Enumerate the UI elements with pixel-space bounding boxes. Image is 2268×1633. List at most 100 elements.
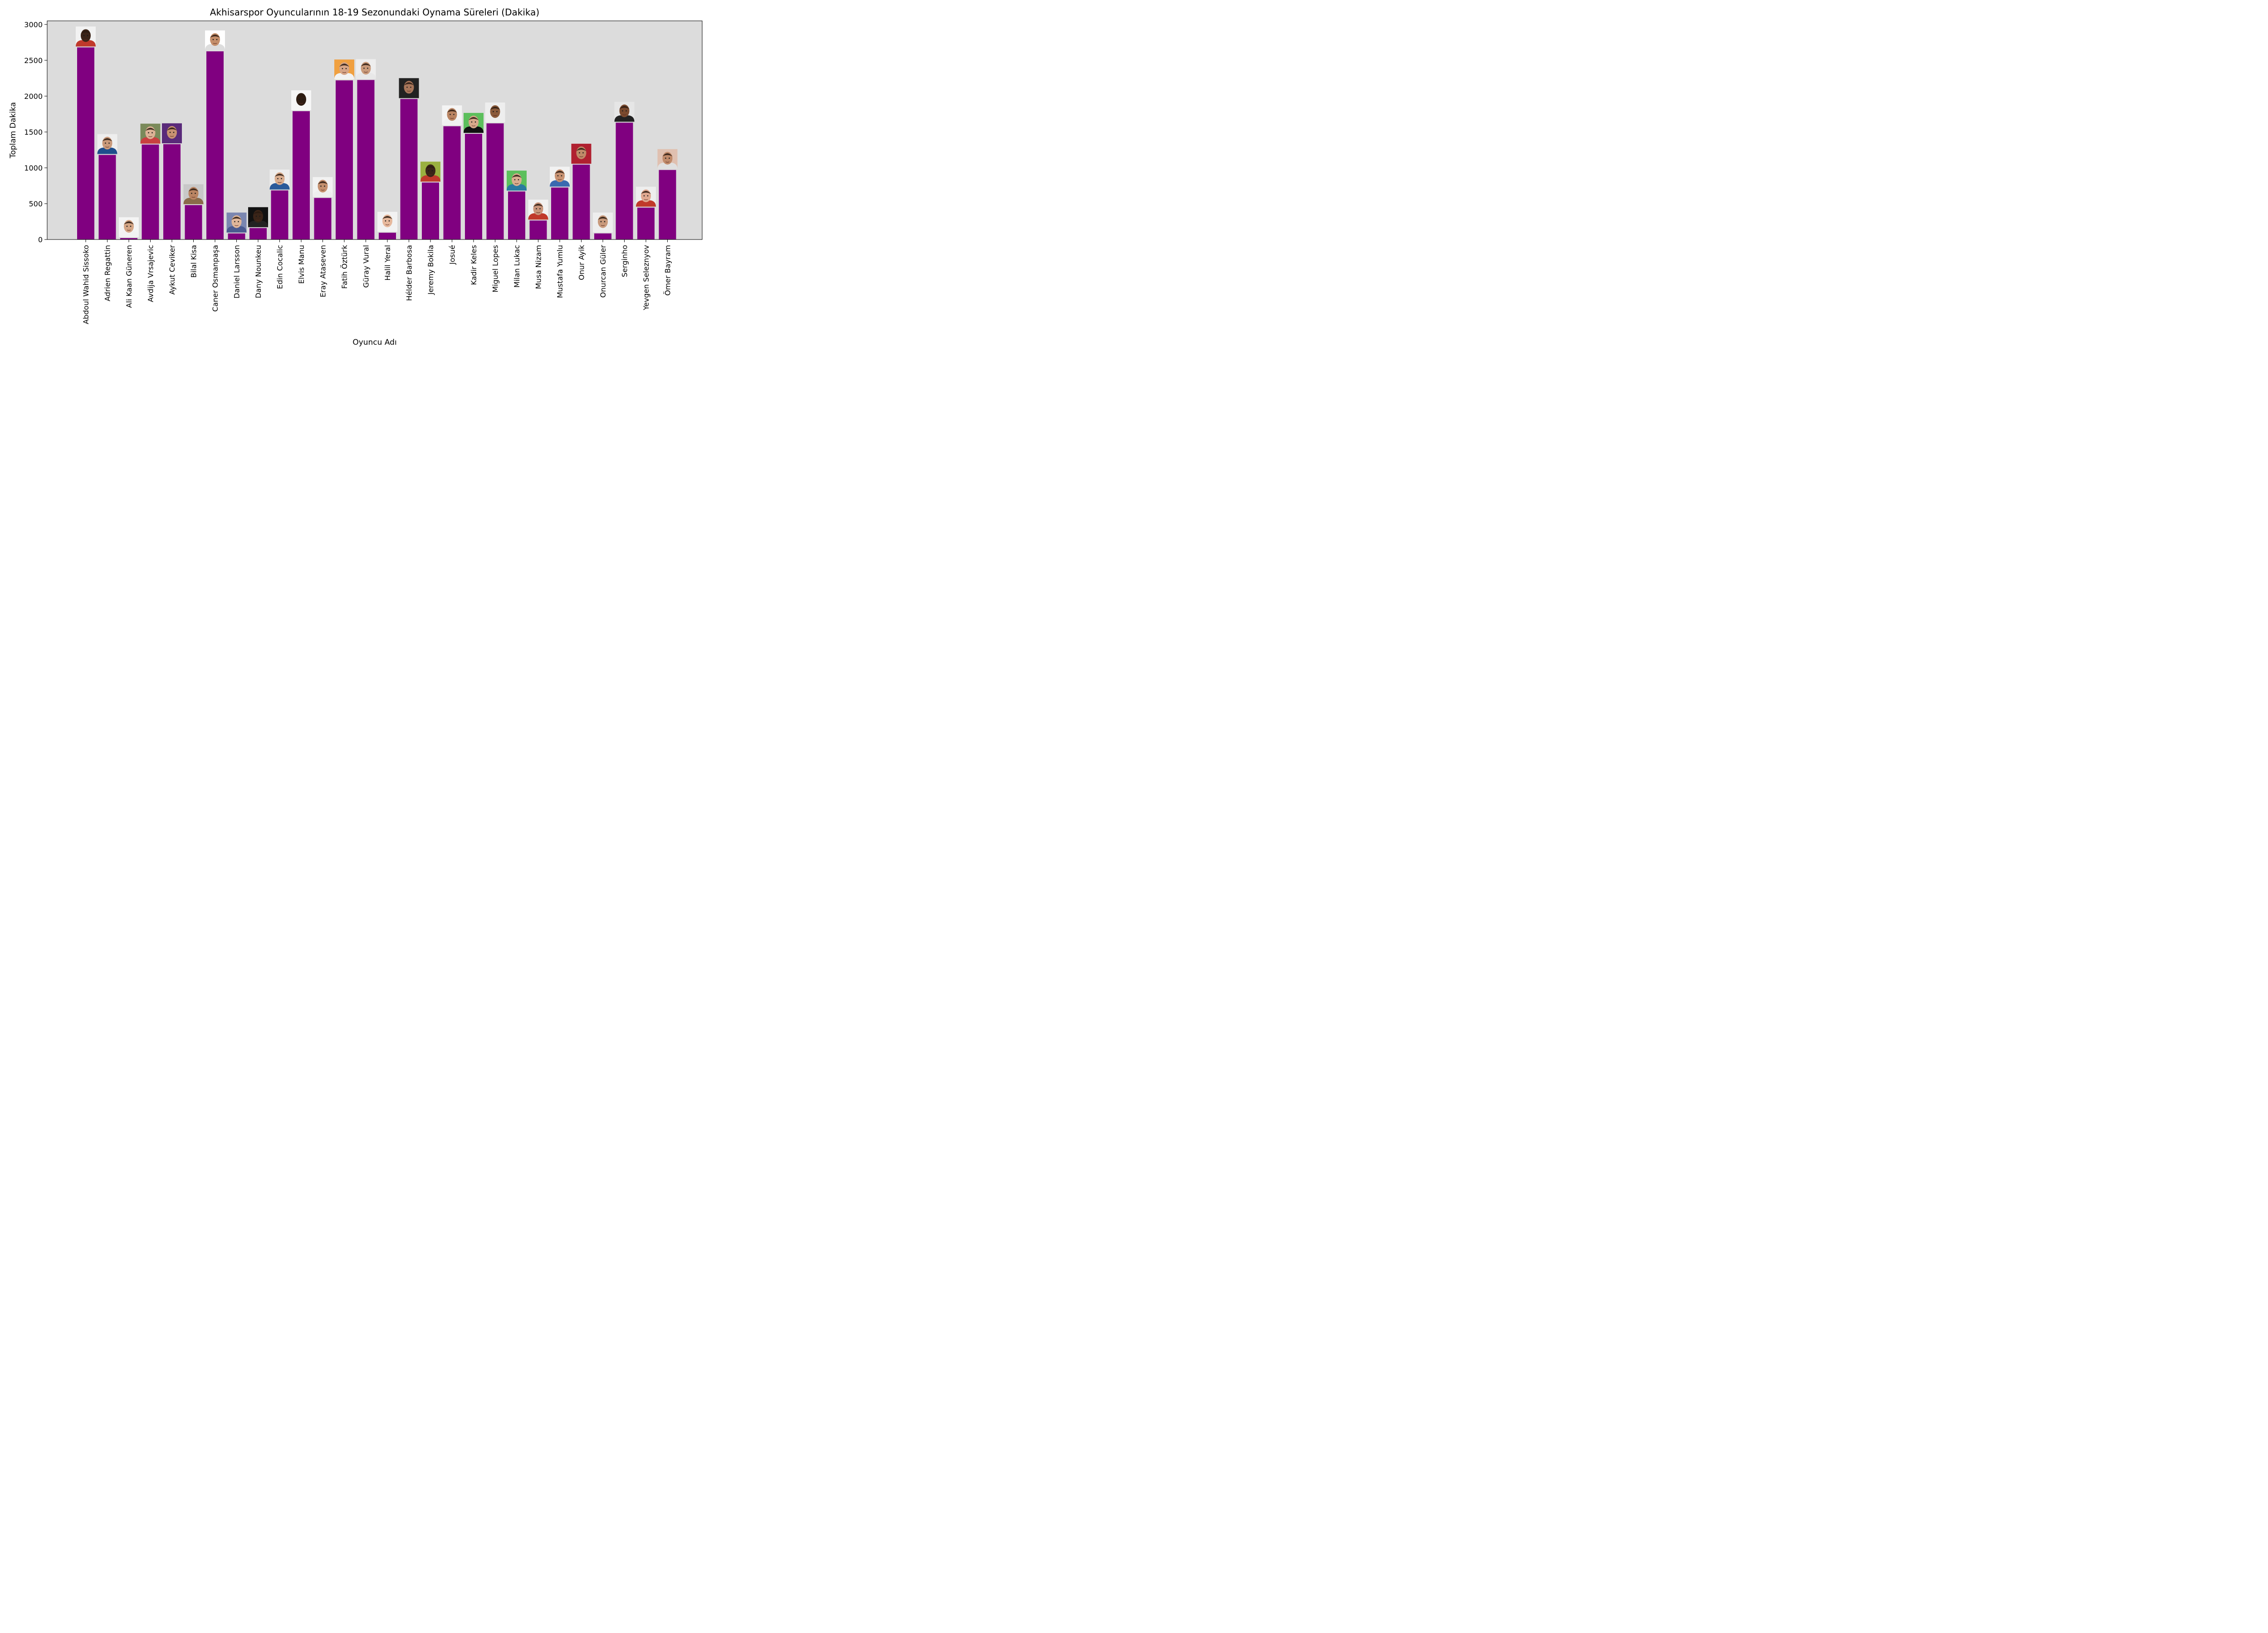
- x-axis-label: Oyuncu Adı: [352, 338, 396, 347]
- x-tick-label: Abdoul Wahid Sissoko: [82, 245, 90, 324]
- x-tick-label: Dany Nounkeu: [254, 245, 263, 298]
- player-photo: [507, 171, 527, 191]
- bar: [379, 232, 396, 240]
- bar: [120, 238, 137, 240]
- x-tick-label: Daniel Larsson: [233, 245, 241, 298]
- x-tick-label: Ömer Bayram: [664, 245, 672, 296]
- x-axis: Abdoul Wahid Sissoko Adrien Regattin Ali K…: [82, 240, 672, 324]
- bar: [336, 80, 353, 240]
- x-tick-label: Milan Lukac: [513, 245, 521, 288]
- y-tick-label: 2500: [24, 56, 43, 65]
- player-photo: [550, 166, 570, 187]
- x-tick-label: Elvis Manu: [297, 245, 306, 284]
- bar: [185, 205, 202, 240]
- y-tick-label: 1500: [24, 128, 43, 137]
- x-tick-label: Fatih Öztürk: [340, 244, 349, 288]
- player-photo: [334, 59, 354, 80]
- chart-title: Akhisarspor Oyuncularının 18-19 Sezonund…: [210, 7, 539, 18]
- y-tick-label: 0: [38, 235, 43, 244]
- plot-frame: [47, 20, 703, 240]
- bar: [293, 111, 310, 240]
- bar: [529, 220, 547, 240]
- bar: [228, 233, 245, 240]
- x-tick-label: Josué: [448, 245, 457, 265]
- y-tick-label: 1000: [24, 164, 43, 172]
- y-axis-label: Toplam Dakika: [9, 102, 18, 159]
- player-photo: [571, 143, 591, 164]
- player-photo: [140, 123, 161, 144]
- player-photo: [657, 149, 678, 169]
- player-photo: [464, 112, 484, 133]
- x-tick-label: Jeremy Bokila: [426, 245, 435, 295]
- y-axis: 0 500 1000 1500 2000 2500 3000: [24, 20, 47, 244]
- x-tick-label: Adrien Regattin: [103, 245, 112, 301]
- x-tick-label: Yevgen Seleznyov: [642, 245, 650, 311]
- x-tick-label: Eray Ataseven: [319, 245, 327, 297]
- player-photo: [356, 59, 376, 79]
- player-photo: [442, 105, 462, 126]
- y-tick-label: 3000: [24, 20, 43, 29]
- x-tick-label: Miguel Lopes: [491, 245, 500, 293]
- bar: [422, 182, 439, 240]
- y-tick-label: 500: [29, 200, 43, 208]
- player-photo: [399, 78, 419, 98]
- x-tick-label: Edin Cocalic: [276, 245, 284, 289]
- bar: [572, 164, 590, 240]
- x-tick-label: Avdija Vrsajevic: [147, 245, 155, 302]
- x-tick-label: Aykut Ceviker: [168, 245, 176, 295]
- bar: [314, 198, 332, 240]
- bar: [163, 144, 181, 240]
- x-tick-label: Caner Osmanpaşa: [211, 245, 220, 312]
- player-photo: [162, 123, 182, 143]
- bar: [659, 170, 676, 240]
- player-photo: [528, 200, 548, 220]
- bar: [465, 133, 482, 240]
- bar: [400, 99, 418, 240]
- x-tick-label: Onurcan Güler: [599, 245, 607, 298]
- player-photo: [269, 169, 290, 190]
- player-photo: [614, 102, 635, 122]
- bar: [637, 207, 655, 240]
- player-photo: [291, 90, 311, 111]
- bars-group: [77, 47, 676, 240]
- bar: [616, 122, 633, 240]
- x-tick-label: Kadir Keles: [469, 245, 478, 285]
- bar: [77, 47, 94, 240]
- player-photo: [593, 212, 613, 233]
- x-tick-label: Bilal Kisa: [190, 245, 198, 278]
- bar: [486, 123, 504, 240]
- player-photo: [313, 177, 333, 197]
- player-photo: [97, 134, 117, 154]
- player-photo: [485, 102, 505, 122]
- player-photos-group: [76, 26, 678, 237]
- bar: [249, 228, 267, 240]
- x-tick-label: Serginho: [621, 245, 629, 277]
- bar: [271, 190, 288, 240]
- x-tick-label: Halil Yeral: [383, 245, 392, 281]
- bar: [98, 155, 116, 240]
- x-tick-label: Güray Vural: [362, 245, 371, 288]
- player-photo: [119, 217, 139, 237]
- bar: [142, 144, 159, 240]
- x-tick-label: Onur Ayik: [577, 244, 586, 280]
- player-photo: [420, 161, 440, 182]
- bar: [443, 126, 461, 240]
- bar: [508, 191, 525, 240]
- player-photo: [183, 184, 204, 205]
- x-tick-label: Mustafa Yumlu: [556, 245, 564, 298]
- y-tick-label: 2000: [24, 92, 43, 101]
- player-photo: [248, 207, 268, 227]
- player-photo: [205, 30, 225, 51]
- player-photo: [76, 26, 96, 47]
- bar-chart: Akhisarspor Oyuncularının 18-19 Sezonund…: [0, 0, 711, 356]
- bar: [594, 233, 611, 240]
- x-tick-label: Hélder Barbosa: [405, 245, 414, 301]
- x-tick-label: Ali Kaan Güneren: [125, 245, 133, 308]
- player-photo: [226, 212, 247, 233]
- player-photo: [377, 211, 397, 232]
- player-photo: [636, 186, 656, 207]
- bar: [206, 51, 224, 240]
- bar: [357, 80, 375, 240]
- bar: [551, 187, 568, 240]
- x-tick-label: Musa Nizam: [534, 245, 543, 289]
